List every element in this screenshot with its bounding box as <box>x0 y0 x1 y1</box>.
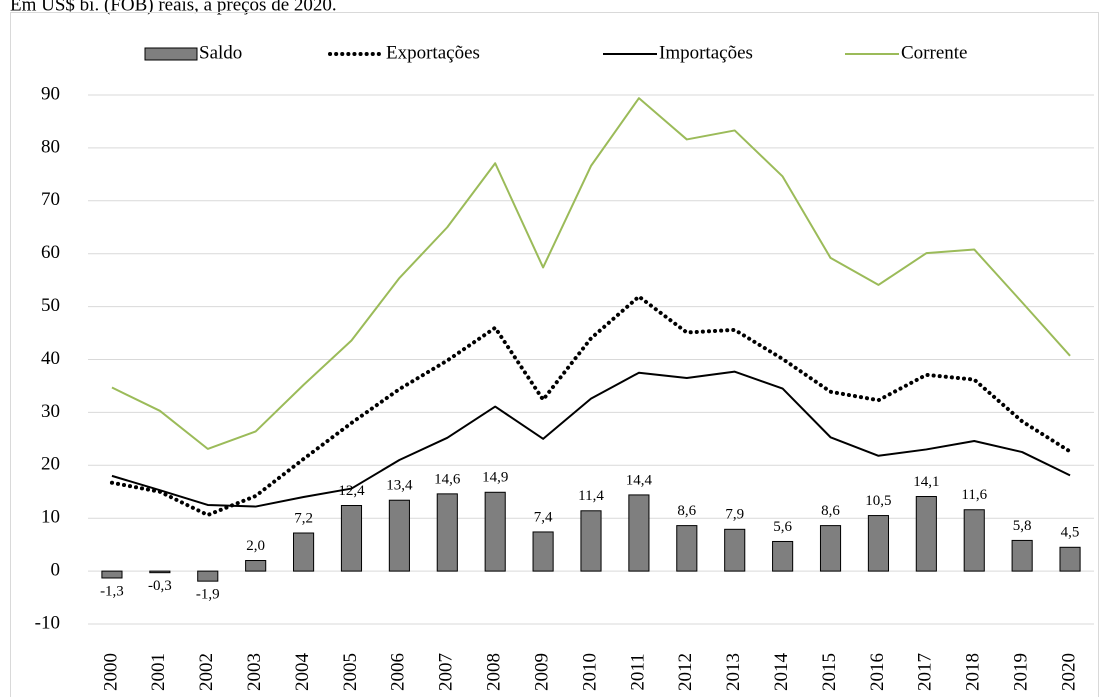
y-tick-label: 70 <box>41 189 60 210</box>
bar <box>245 560 267 572</box>
bar <box>867 515 889 572</box>
bar <box>101 570 123 579</box>
bar <box>149 570 171 574</box>
x-tick-label: 2011 <box>627 653 648 690</box>
bar <box>915 496 937 572</box>
y-tick-label: 60 <box>41 242 60 263</box>
value-label: 7,2 <box>294 510 313 526</box>
bar <box>197 570 219 582</box>
bar <box>532 531 554 572</box>
bar <box>580 510 602 572</box>
value-label: 14,9 <box>482 470 508 486</box>
x-tick-label: 2002 <box>196 653 217 691</box>
line <box>109 294 1073 518</box>
value-label: 10,5 <box>865 493 891 509</box>
x-tick-label: 2004 <box>292 653 313 692</box>
value-label: 13,4 <box>386 478 413 494</box>
bar <box>340 505 363 572</box>
line <box>111 370 1071 508</box>
value-label: 14,6 <box>434 471 461 487</box>
x-tick-label: 2008 <box>484 653 505 691</box>
value-label: 11,4 <box>578 488 604 504</box>
bar <box>724 528 746 572</box>
y-tick-label: 90 <box>41 83 60 104</box>
x-tick-label: 2018 <box>963 653 984 691</box>
legend-label: Corrente <box>901 42 967 63</box>
value-label: 5,6 <box>773 519 792 535</box>
bar <box>388 499 410 572</box>
value-label: -0,3 <box>148 578 172 594</box>
x-tick-label: 2016 <box>867 653 888 691</box>
value-label: 4,5 <box>1061 525 1080 541</box>
bar <box>1059 546 1081 572</box>
legend-swatch <box>144 47 198 61</box>
x-tick-label: 2010 <box>579 653 600 691</box>
x-tick-label: 2017 <box>915 653 936 691</box>
legend-label: Saldo <box>199 42 242 63</box>
value-label: 7,9 <box>725 507 744 523</box>
bar <box>676 525 698 572</box>
x-tick-label: 2015 <box>819 653 840 691</box>
value-label: 8,6 <box>677 503 696 519</box>
y-tick-label: 10 <box>41 507 60 528</box>
x-tick-label: 2013 <box>723 653 744 691</box>
y-tick-label: 40 <box>41 348 60 369</box>
legend-label: Importações <box>659 42 753 63</box>
y-tick-label: 0 <box>51 559 61 580</box>
x-tick-label: 2000 <box>100 653 121 691</box>
y-tick-label: 20 <box>41 454 60 475</box>
x-tick-label: 2007 <box>436 653 457 691</box>
x-tick-label: 2014 <box>771 653 792 692</box>
chart-subtitle: Em US$ bi. (FOB) reais, a preços de 2020… <box>10 0 337 15</box>
line <box>111 97 1071 450</box>
value-label: -1,9 <box>196 587 220 603</box>
value-label: -1,3 <box>100 583 124 599</box>
x-tick-label: 2020 <box>1058 653 1079 691</box>
legend-label: Exportações <box>386 42 480 63</box>
value-label: 14,1 <box>913 474 939 490</box>
x-tick-label: 2012 <box>675 653 696 691</box>
x-tick-label: 2003 <box>244 653 265 691</box>
x-tick-label: 2019 <box>1011 653 1032 691</box>
y-tick-label: 50 <box>41 295 60 316</box>
x-tick-label: 2001 <box>148 653 169 691</box>
value-label: 7,4 <box>534 509 553 525</box>
value-label: 5,8 <box>1013 518 1032 534</box>
value-label: 12,4 <box>338 483 365 499</box>
x-tick-label: 2005 <box>340 653 361 691</box>
bar <box>628 494 650 572</box>
value-label: 2,0 <box>246 538 265 554</box>
bar <box>772 540 794 572</box>
x-tick-label: 2006 <box>388 653 409 691</box>
y-tick-label: 80 <box>41 136 60 157</box>
chart-frame <box>10 12 1099 697</box>
bar <box>1011 539 1033 572</box>
value-label: 8,6 <box>821 503 840 519</box>
bar <box>819 525 842 572</box>
value-label: 11,6 <box>961 487 987 503</box>
bar <box>293 532 315 572</box>
x-tick-label: 2009 <box>531 653 552 691</box>
y-tick-label: 30 <box>41 401 60 422</box>
y-tick-label: -10 <box>35 612 60 633</box>
bar <box>436 493 458 572</box>
value-label: 14,4 <box>626 472 653 488</box>
bar <box>963 509 985 572</box>
bar <box>484 491 506 572</box>
